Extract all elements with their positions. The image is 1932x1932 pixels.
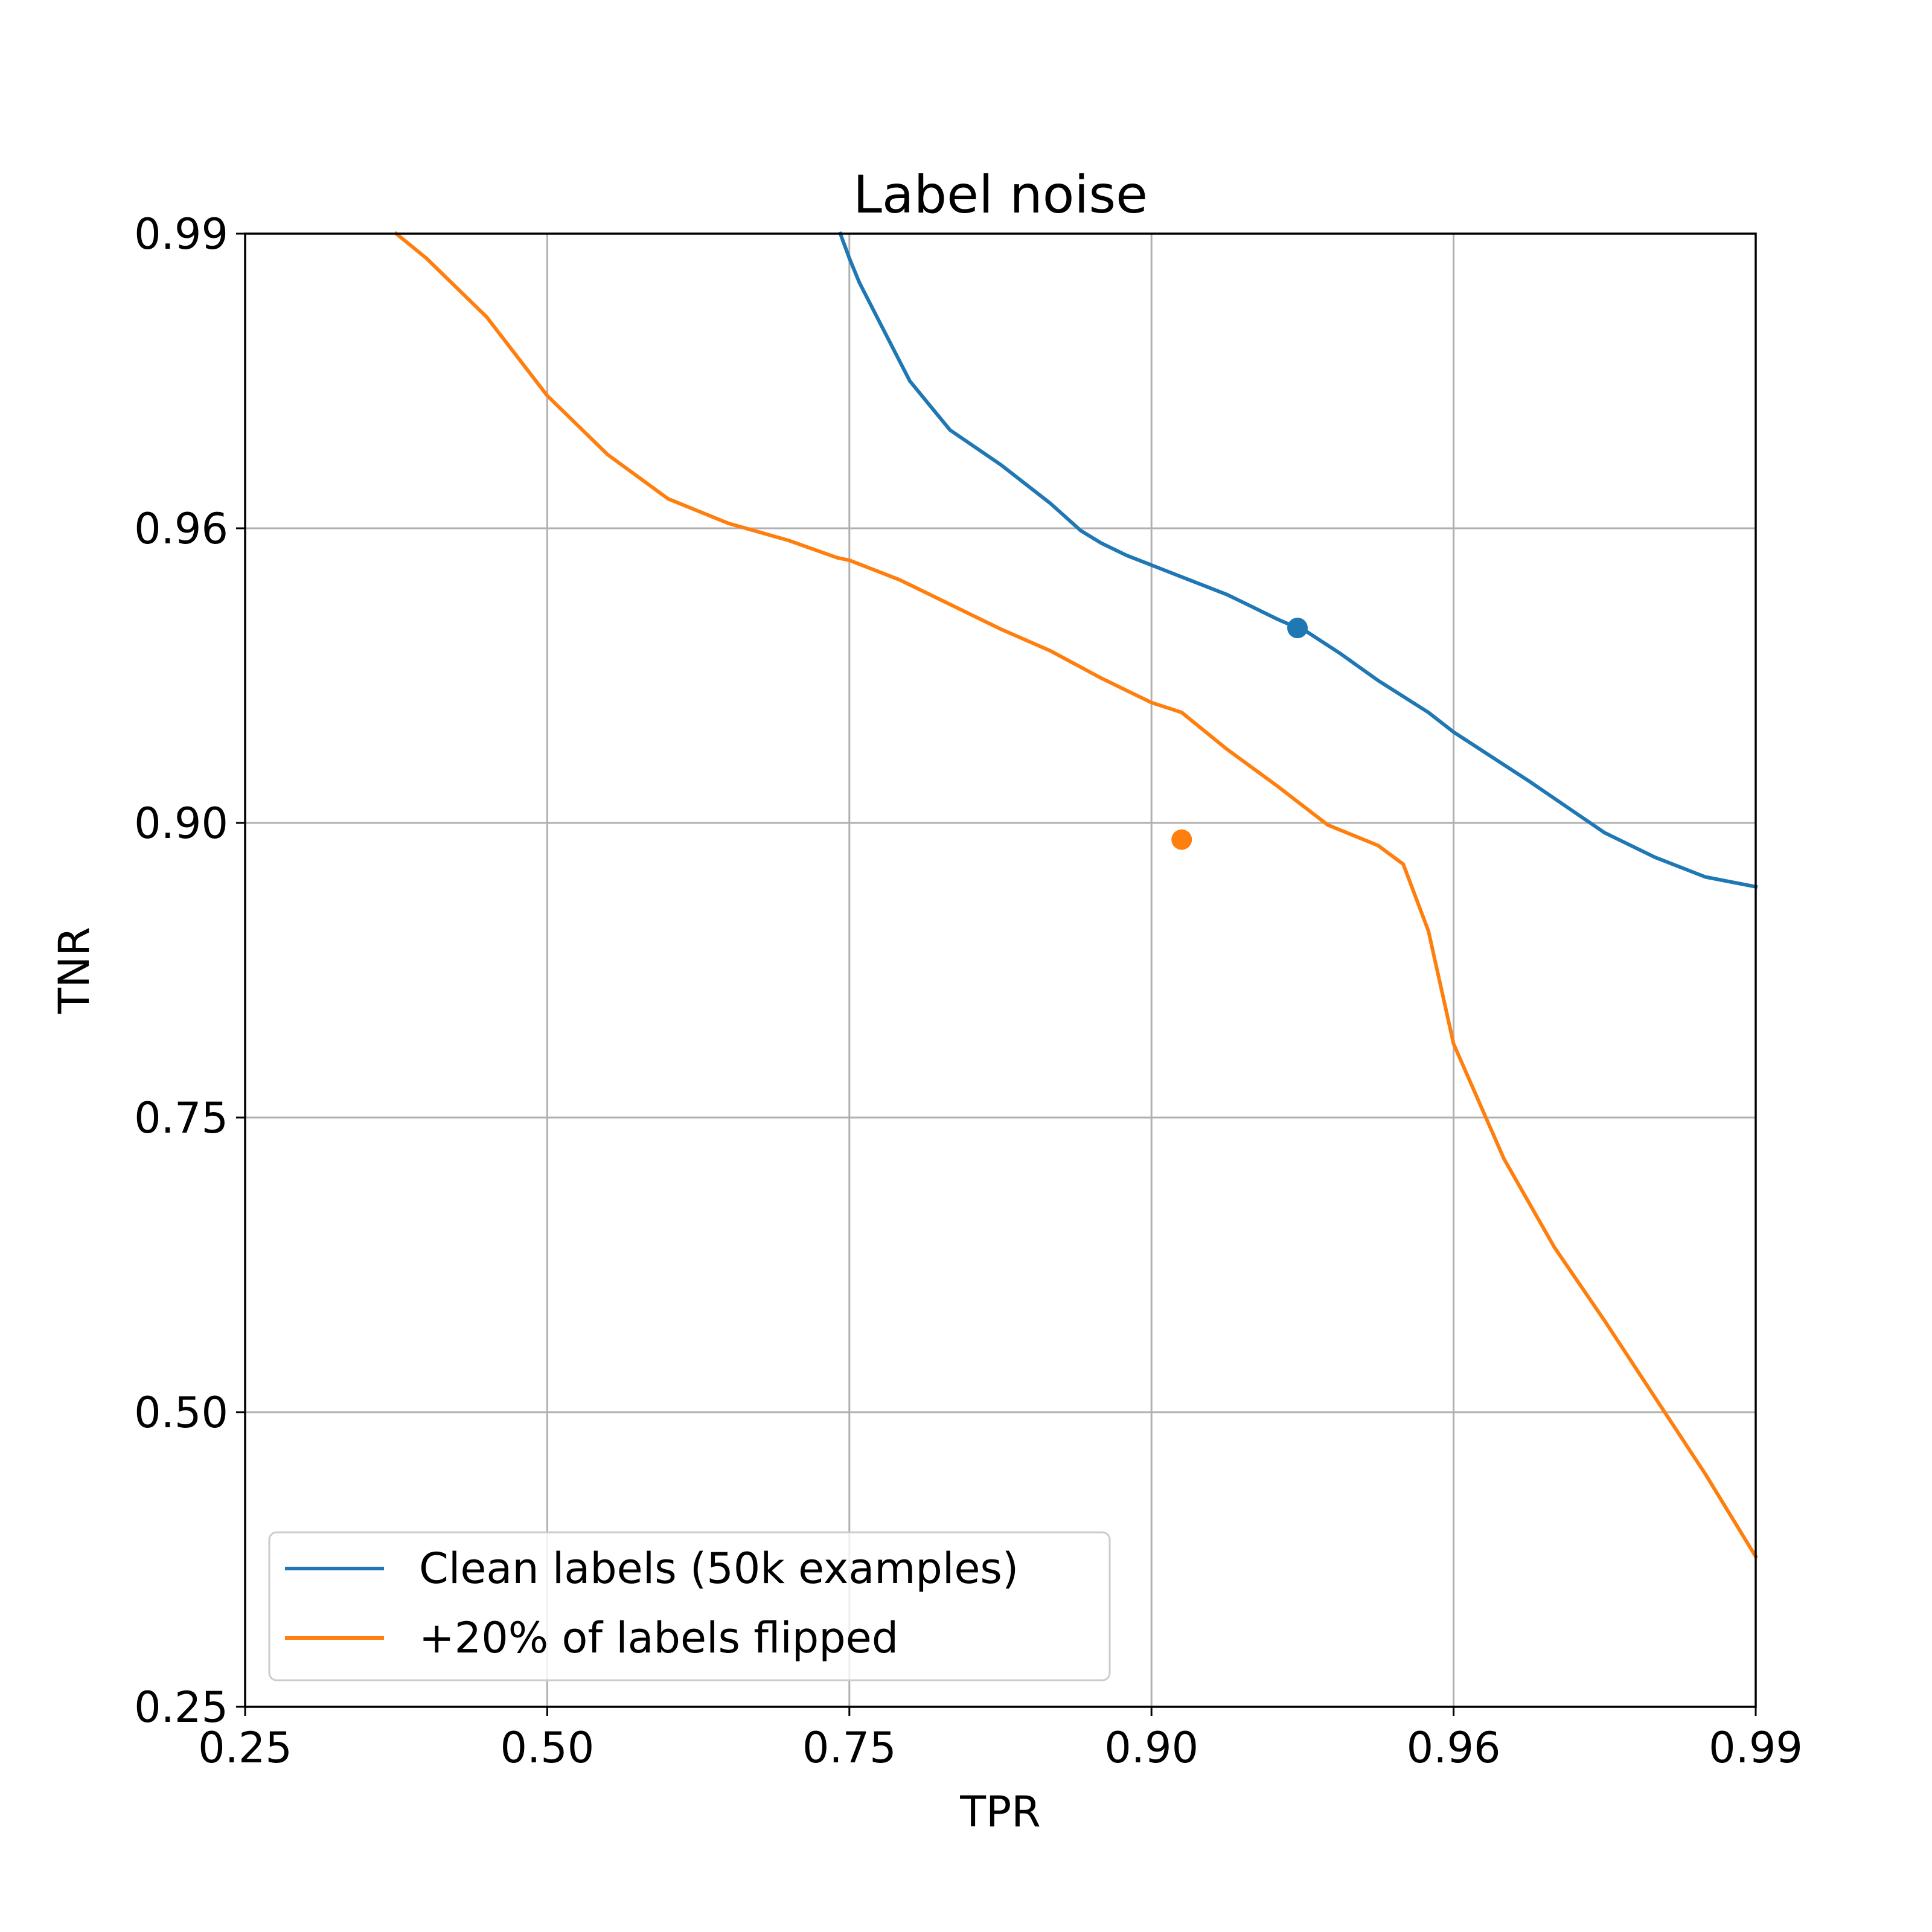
chart-title: Label noise [853,165,1148,225]
legend: Clean labels (50k examples) +20% of labe… [268,1531,1111,1681]
series-layer [393,231,1759,1559]
y-axis-label: TNR [50,927,99,1014]
series-line-clean-labels [837,231,1758,889]
marker-layer [1171,618,1308,850]
y-tick-label: 0.96 [134,504,228,554]
operating-point-clean-labels [1287,618,1308,639]
plot-frame [244,232,1757,1708]
legend-box [268,1531,1111,1681]
x-axis: 0.25 0.50 0.75 0.90 0.96 0.99 [198,1707,1803,1773]
x-tick-label: 0.25 [198,1723,292,1773]
x-tick-label: 0.99 [1709,1723,1803,1773]
x-axis-label: TPR [959,1787,1041,1837]
x-tick-label: 0.96 [1407,1723,1501,1773]
grid [244,232,1757,1708]
series-line-flipped-labels [393,231,1759,1559]
y-tick-label: 0.75 [134,1093,228,1143]
y-tick-label: 0.90 [134,799,228,848]
x-tick-label: 0.90 [1104,1723,1198,1773]
x-tick-label: 0.50 [500,1723,594,1773]
operating-point-flipped-labels [1171,829,1192,850]
legend-label-flipped-labels: +20% of labels flipped [419,1613,898,1663]
y-axis: 0.25 0.50 0.75 0.90 0.96 0.99 [134,210,245,1732]
y-tick-label: 0.25 [134,1683,228,1732]
legend-label-clean-labels: Clean labels (50k examples) [419,1544,1019,1593]
y-tick-label: 0.99 [134,210,228,259]
x-tick-label: 0.75 [802,1723,897,1773]
y-tick-label: 0.50 [134,1388,228,1438]
